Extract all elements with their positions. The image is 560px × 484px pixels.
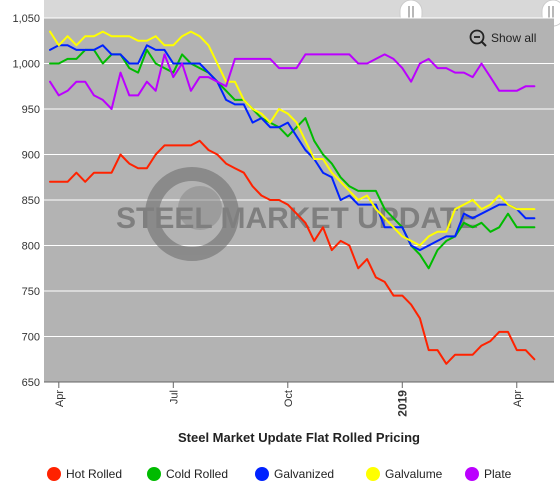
watermark-logo: STEEL MARKET UPDATE xyxy=(116,167,478,261)
y-tick-label: 1,000 xyxy=(12,59,40,71)
x-tick-label: 2019 xyxy=(395,390,409,417)
series-line-galvalume xyxy=(49,30,536,247)
legend-marker xyxy=(465,467,479,481)
show-all-button[interactable]: Show all xyxy=(462,26,544,50)
series-line-galvanized xyxy=(49,44,536,252)
x-tick-label: Apr xyxy=(512,390,524,407)
x-tick-label: Jul xyxy=(168,390,180,404)
y-tick-label: 700 xyxy=(22,332,40,344)
show-all-label: Show all xyxy=(491,31,536,45)
watermark-text: STEEL MARKET UPDATE xyxy=(116,202,478,235)
y-tick-label: 950 xyxy=(22,104,40,116)
legend-label: Cold Rolled xyxy=(166,467,228,481)
legend-item-hot-rolled[interactable]: Hot Rolled xyxy=(47,467,122,481)
legend-marker xyxy=(47,467,61,481)
y-tick-label: 800 xyxy=(22,241,40,253)
legend-label: Plate xyxy=(484,467,512,481)
y-tick-label: 850 xyxy=(22,195,40,207)
y-tick-label: 900 xyxy=(22,150,40,162)
legend-item-cold-rolled[interactable]: Cold Rolled xyxy=(147,467,228,481)
legend-marker xyxy=(255,467,269,481)
legend-item-galvalume[interactable]: Galvalume xyxy=(366,467,443,481)
series-lines xyxy=(49,30,536,365)
y-tick-label: 750 xyxy=(22,286,40,298)
y-axis-labels: 650 700 750 800 850 900 950 1,000 1,050 xyxy=(12,13,40,389)
x-tick-label: Oct xyxy=(283,390,295,407)
chart-title: Steel Market Update Flat Rolled Pricing xyxy=(178,430,420,445)
y-tick-label: 650 xyxy=(22,377,40,389)
legend-item-galvanized[interactable]: Galvanized xyxy=(255,467,334,481)
x-tick-label: Apr xyxy=(54,390,66,407)
legend: Hot Rolled Cold Rolled Galvanized Galvalume… xyxy=(47,467,512,481)
navigator-strip[interactable] xyxy=(44,0,554,18)
x-axis-labels: Apr Jul Oct 2019 Apr xyxy=(54,390,524,417)
legend-label: Hot Rolled xyxy=(66,467,122,481)
legend-label: Galvanized xyxy=(274,467,334,481)
x-axis xyxy=(44,381,554,388)
y-tick-label: 1,050 xyxy=(12,13,40,25)
legend-label: Galvalume xyxy=(385,467,443,481)
zoom-out-icon xyxy=(469,29,487,47)
legend-item-plate[interactable]: Plate xyxy=(465,467,512,481)
series-line-hot-rolled xyxy=(49,139,536,365)
series-line-plate xyxy=(49,53,536,110)
legend-marker xyxy=(366,467,380,481)
legend-marker xyxy=(147,467,161,481)
